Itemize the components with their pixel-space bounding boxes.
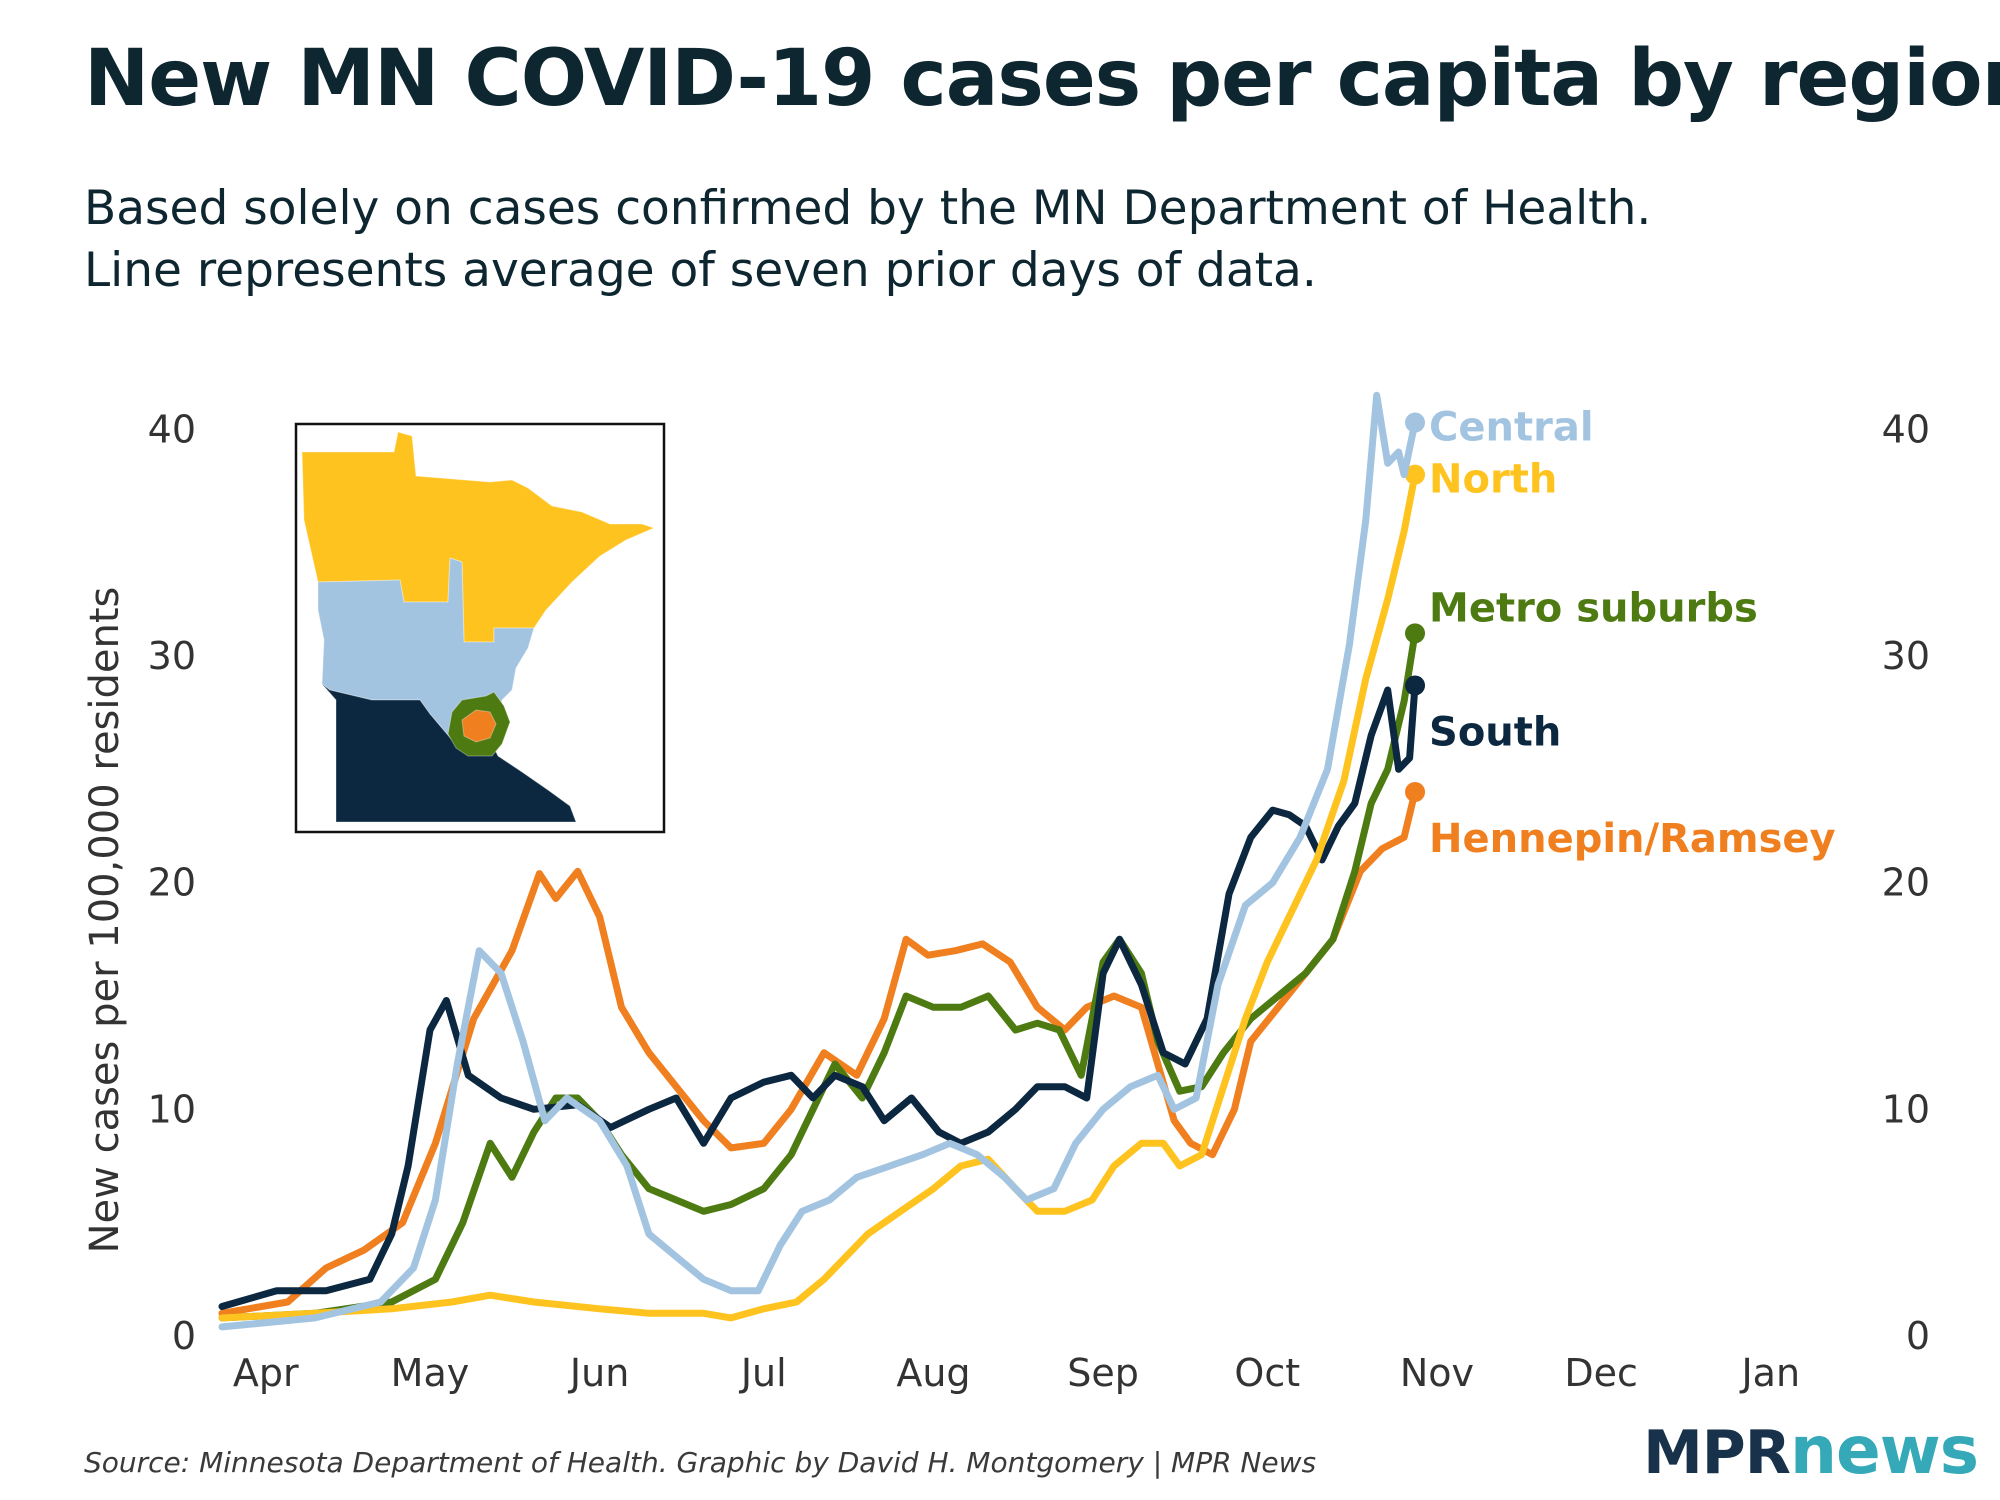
- y-axis-label-group: New cases per 100,000 residents: [82, 587, 128, 1254]
- series-end-point-south: [1405, 675, 1426, 696]
- y-tick-left-20: 20: [148, 861, 196, 905]
- x-tick-aug: Aug: [896, 1351, 970, 1395]
- x-tick-dec: Dec: [1564, 1351, 1638, 1395]
- y-tick-left-0: 0: [172, 1314, 196, 1358]
- series-label-hennepin-ramsey: Hennepin/Ramsey: [1429, 816, 1836, 862]
- map-region-south: [321, 683, 577, 823]
- series-label-central: Central: [1429, 405, 1594, 451]
- series-end-point-central: [1405, 412, 1426, 433]
- x-tick-may: May: [391, 1351, 470, 1395]
- y-tick-right-0: 0: [1906, 1314, 1930, 1358]
- page-title: New MN COVID-19 cases per capita by regi…: [84, 34, 2000, 124]
- series-line-central: [218, 391, 1419, 1331]
- series-lines: [218, 391, 1426, 1331]
- x-tick-apr: Apr: [233, 1351, 299, 1395]
- x-tick-oct: Oct: [1234, 1351, 1300, 1395]
- x-tick-jul: Jul: [739, 1351, 787, 1395]
- x-tick-sep: Sep: [1067, 1351, 1139, 1395]
- y-tick-right-30: 30: [1882, 634, 1930, 678]
- y-tick-left-40: 40: [148, 407, 196, 451]
- series-line-hennepin-ramsey: [218, 788, 1419, 1317]
- series-label-metro-suburbs: Metro suburbs: [1429, 585, 1758, 631]
- map-region-hennepin-ramsey: [461, 709, 497, 743]
- x-tick-jan: Jan: [1739, 1351, 1800, 1395]
- axis-ticks: 0 0 10 10 20 20 30 30 40 40 Apr May Jun Jul Aug Sep Oct N…: [148, 407, 1930, 1395]
- mpr-news-logo: MPRnews: [1643, 1412, 1979, 1489]
- series-labels: Hennepin/Ramsey Metro suburbs South North Ce…: [1429, 405, 1836, 862]
- logo-news: news: [1789, 1412, 1979, 1489]
- series-end-point-hennepin-ramsey: [1405, 782, 1426, 802]
- y-tick-right-40: 40: [1882, 407, 1930, 451]
- y-axis-label: New cases per 100,000 residents: [82, 587, 128, 1254]
- y-tick-left-10: 10: [148, 1087, 196, 1131]
- series-label-north: North: [1429, 457, 1557, 503]
- x-tick-jun: Jun: [568, 1351, 629, 1395]
- series-end-point-metro-suburbs: [1405, 623, 1426, 644]
- x-tick-nov: Nov: [1400, 1351, 1474, 1395]
- subtitle: Based solely on cases confirmed by the M…: [84, 178, 1651, 302]
- y-tick-left-30: 30: [148, 634, 196, 678]
- series-label-south: South: [1429, 709, 1561, 755]
- y-tick-right-20: 20: [1882, 861, 1930, 905]
- logo-mpr: MPR: [1643, 1418, 1791, 1488]
- source-note: Source: Minnesota Department of Health. …: [84, 1446, 1317, 1479]
- subtitle-line-2: Line represents average of seven prior d…: [84, 243, 1317, 298]
- y-tick-right-10: 10: [1882, 1087, 1930, 1131]
- series-end-point-north: [1405, 464, 1426, 485]
- inset-map: [294, 422, 666, 834]
- subtitle-line-1: Based solely on cases confirmed by the M…: [84, 181, 1652, 236]
